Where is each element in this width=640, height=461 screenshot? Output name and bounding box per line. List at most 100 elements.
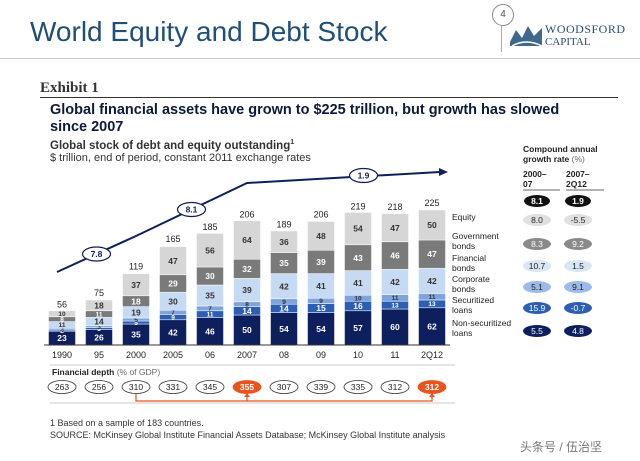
bar-segment [122,273,150,297]
bar-segment-label: 10 [58,311,66,318]
bar-segment-label: 9 [171,314,175,321]
divider [501,26,502,52]
page-number: 4 [492,4,514,26]
bar-segment [381,241,409,270]
bar-segment-label: 62 [427,321,437,331]
bar-segment-label: 60 [390,322,400,332]
cagr-title: Compound annual [523,144,598,154]
bar-segment-label: 7 [171,310,175,317]
bar-segment-label: 43 [353,253,363,263]
exhibit-label: Exhibit 1 [40,80,99,96]
footnote-marker: 1 [290,139,295,146]
bar-segment-label: 57 [353,323,363,333]
cagr-column-header: 2Q12 [566,179,587,189]
x-tick-label: 08 [279,350,289,360]
bar-segment [85,299,113,312]
cagr-value: 5.5 [531,326,543,336]
bar-segment-label: 30 [168,296,178,306]
bar-segment-label: 14 [242,306,252,316]
depth-pill [195,380,225,394]
depth-label: Financial depth (% of GDP) [52,367,160,377]
bar-segment-label: 46 [205,326,215,336]
bar-total-label: 206 [313,209,328,219]
cagr-pill [523,238,551,250]
bar-segment-label: 50 [427,220,437,230]
depth-value: 256 [92,382,106,392]
chart-units: $ trillion, end of period, constant 2011… [50,152,311,164]
bar-segment [418,239,446,269]
depth-value: 310 [129,382,143,392]
growth-rate-label: 1.9 [358,171,370,181]
bar-segment-label: 11 [96,311,103,318]
bar-segment-label: 41 [316,281,326,291]
cagr-value: 1.5 [572,261,584,271]
footnote: 1 Based on a sample of 183 countries. [50,418,204,428]
cagr-pill [564,238,592,250]
bar-total-label: 189 [276,220,291,230]
depth-value: 263 [55,382,69,392]
legend-label: bonds [452,263,475,273]
bar-segment-label: 15 [316,303,326,313]
bar-total-label: 185 [202,222,217,232]
legend-label: Securitized [452,295,494,305]
logo-text: WOODSFORD [545,22,626,36]
bar-segment-label: 8 [245,302,249,309]
bar-total-label: 119 [129,262,143,272]
legend-label: bonds [452,284,475,294]
bar-segment-label: 11 [429,294,436,301]
depth-value: 307 [277,382,291,392]
cagr-total-pill [565,195,591,207]
bar-segment-label: 18 [131,296,141,306]
bar-total-label: 75 [94,288,104,298]
cagr-value: 9.1 [572,282,584,292]
bar-segment-label: 14 [94,317,104,327]
x-tick-label: 2Q12 [421,350,443,360]
legend-label: bonds [452,241,475,251]
chart-subtitle-text: Global stock of debt and equity outstand… [50,139,291,152]
bar-segment [344,270,372,296]
cagr-total-pill [524,195,550,207]
bar-segment [270,312,298,346]
bar-segment-label: 39 [242,285,252,295]
bar-total-label: 206 [239,209,254,219]
bar-segment [344,244,372,271]
bar-segment-label: 8 [60,317,64,324]
x-tick-label: 2000 [126,350,146,360]
bar-segment [381,269,409,295]
cagr-total-value: 1.9 [572,196,584,206]
depth-connector [135,394,248,402]
bar-segment-label: 46 [390,251,400,261]
x-tick-label: 06 [205,350,215,360]
cagr-pill [523,302,551,314]
bar-segment-label: 47 [168,256,178,266]
cagr-value: 4.8 [572,326,584,336]
bar-segment-label: 54 [279,324,289,334]
legend-label: loans [452,328,472,338]
depth-connector-arrowhead [244,393,250,397]
bar-segment [233,314,261,346]
legend-label: loans [452,305,472,315]
bar-segment [418,209,446,241]
bar-segment-label: 29 [168,279,178,289]
header-rule [0,58,640,59]
bar-segment-label: 9 [319,298,323,305]
cagr-title: growth rate (%) [523,154,585,164]
legend-label: Equity [452,212,476,222]
growth-rate-badge [176,201,207,218]
bar-segment [307,221,335,251]
bar-segment [344,310,372,346]
cagr-value: 10.7 [529,261,546,271]
bar-segment [159,246,187,276]
x-tick-label: 2005 [163,350,183,360]
bar-segment [159,319,187,346]
bar-segment-label: 3 [97,324,101,331]
bar-segment-label: 30 [205,271,215,281]
x-tick-label: 10 [353,350,363,360]
growth-rate-badge [81,246,112,262]
depth-pill [343,380,373,394]
cagr-value: -0.7 [571,303,586,313]
watermark: 头条号 / 伍治坚 [520,440,603,454]
bar-segment-label: 42 [427,276,437,286]
x-tick-label: 09 [316,350,326,360]
